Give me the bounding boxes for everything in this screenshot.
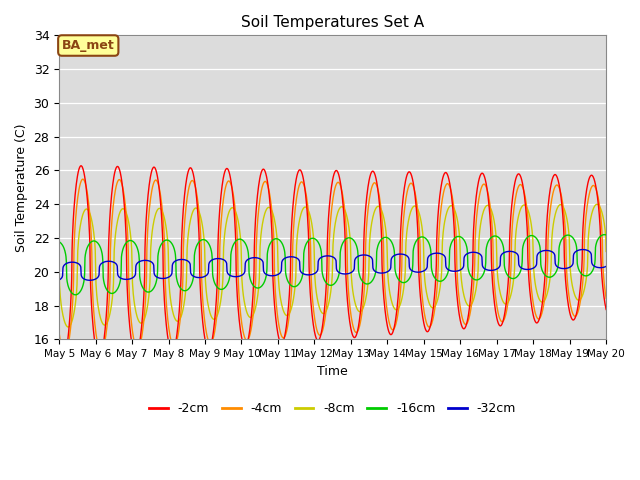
-32cm <box>284 254 291 260</box>
-8cm <box>55 265 63 271</box>
-2cm <box>284 311 292 317</box>
-2cm <box>55 348 63 353</box>
-2cm <box>602 307 610 312</box>
-32cm <box>507 249 515 254</box>
-2cm <box>417 301 425 307</box>
-8cm <box>554 204 562 210</box>
-32cm <box>86 277 93 283</box>
-32cm <box>554 264 562 270</box>
-8cm <box>593 202 601 207</box>
-32cm <box>602 264 610 269</box>
-4cm <box>61 351 68 357</box>
-8cm <box>270 216 278 221</box>
-2cm <box>271 302 278 308</box>
Line: -32cm: -32cm <box>59 250 606 280</box>
-16cm <box>602 232 610 238</box>
Line: -16cm: -16cm <box>59 235 606 295</box>
-32cm <box>270 273 278 278</box>
-4cm <box>55 330 63 336</box>
-8cm <box>284 312 291 318</box>
-16cm <box>284 277 291 283</box>
-4cm <box>79 176 86 182</box>
-32cm <box>417 269 424 275</box>
Line: -2cm: -2cm <box>59 166 606 361</box>
-2cm <box>508 209 515 215</box>
-4cm <box>417 281 425 287</box>
-4cm <box>508 260 515 265</box>
-16cm <box>554 264 562 270</box>
Title: Soil Temperatures Set A: Soil Temperatures Set A <box>241 15 424 30</box>
-32cm <box>579 247 587 252</box>
-8cm <box>417 217 424 223</box>
-2cm <box>177 283 184 288</box>
-16cm <box>55 239 63 245</box>
-32cm <box>55 277 63 283</box>
-2cm <box>59 358 67 364</box>
-32cm <box>177 257 184 263</box>
-4cm <box>284 323 292 328</box>
-4cm <box>554 183 562 189</box>
-16cm <box>507 275 515 281</box>
Text: BA_met: BA_met <box>62 39 115 52</box>
-8cm <box>602 249 610 254</box>
-2cm <box>554 178 562 184</box>
Y-axis label: Soil Temperature (C): Soil Temperature (C) <box>15 123 28 252</box>
-4cm <box>602 296 610 301</box>
-16cm <box>177 285 184 291</box>
-4cm <box>271 272 278 277</box>
-8cm <box>65 324 72 330</box>
Line: -8cm: -8cm <box>59 204 606 327</box>
-4cm <box>177 312 184 317</box>
Legend: -2cm, -4cm, -8cm, -16cm, -32cm: -2cm, -4cm, -8cm, -16cm, -32cm <box>144 397 521 420</box>
Line: -4cm: -4cm <box>59 179 606 354</box>
-16cm <box>417 234 424 240</box>
-8cm <box>177 315 184 321</box>
-16cm <box>270 236 278 242</box>
-2cm <box>77 163 85 168</box>
-16cm <box>72 292 79 298</box>
X-axis label: Time: Time <box>317 365 348 378</box>
-16cm <box>600 232 608 238</box>
-8cm <box>507 292 515 298</box>
